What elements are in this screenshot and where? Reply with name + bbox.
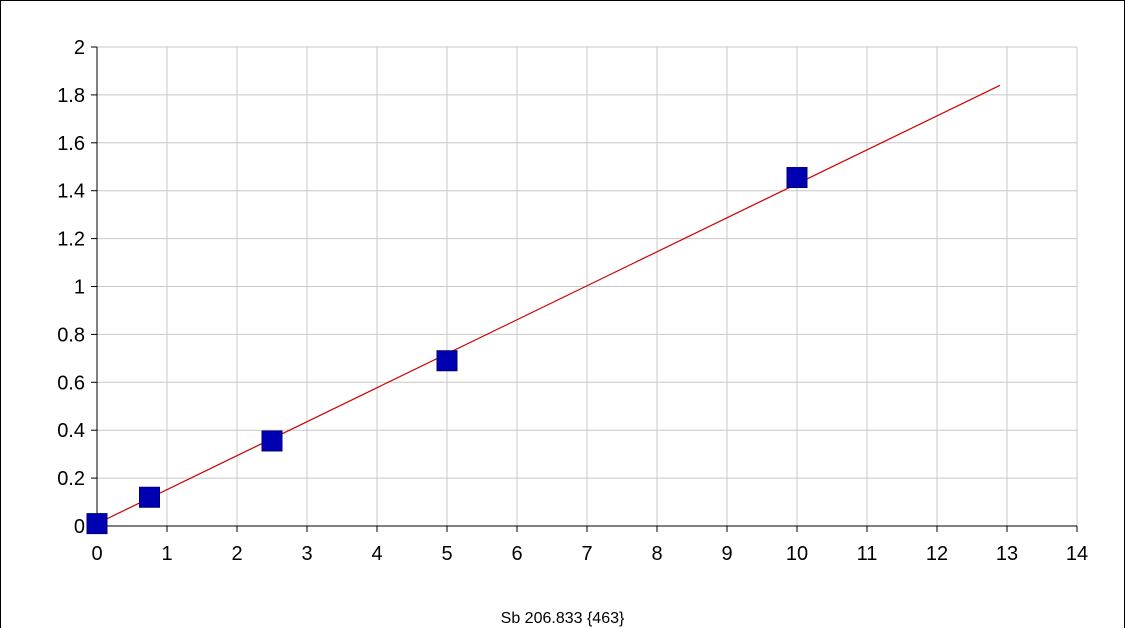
x-tick-label: 2 <box>231 543 242 565</box>
y-tick-label: 1.8 <box>57 85 85 107</box>
y-tick-label: 1.4 <box>57 181 85 203</box>
y-tick-label: 1.2 <box>57 229 85 251</box>
y-tick-label: 0 <box>74 516 85 538</box>
x-tick-label: 5 <box>441 543 452 565</box>
data-point-marker <box>261 430 283 452</box>
x-tick-labels: 0 1 2 3 4 5 6 7 8 9 10 11 12 13 14 <box>91 543 1088 565</box>
x-tick-label: 12 <box>926 543 948 565</box>
chart-title: Sb 206.833 {463} <box>500 610 625 627</box>
y-tick-labels: 0 0.2 0.4 0.6 0.8 1 1.2 1.4 1.6 1.8 2 <box>57 37 85 538</box>
x-tick-label: 14 <box>1066 543 1088 565</box>
x-tick-label: 7 <box>581 543 592 565</box>
data-point-marker <box>86 513 108 535</box>
x-tick-label: 10 <box>786 543 808 565</box>
regression-line <box>96 84 1001 525</box>
x-tick-label: 8 <box>651 543 662 565</box>
axes <box>91 46 1078 532</box>
data-point-marker <box>786 167 808 189</box>
x-tick-label: 4 <box>371 543 382 565</box>
data-point-marker <box>139 486 160 508</box>
y-tick-label: 0.2 <box>57 468 85 490</box>
y-tick-label: 0.6 <box>57 372 85 394</box>
x-tick-label: 0 <box>91 543 102 565</box>
data-point-marker <box>436 350 458 372</box>
x-tick-label: 3 <box>301 543 312 565</box>
x-tick-label: 9 <box>721 543 732 565</box>
regression-line-layer <box>96 84 1001 525</box>
y-tick-label: 2 <box>74 37 85 59</box>
x-tick-label: 13 <box>996 543 1018 565</box>
x-tick-label: 11 <box>857 543 878 565</box>
grid <box>97 46 1078 526</box>
y-tick-label: 0.4 <box>57 420 85 442</box>
x-tick-label: 6 <box>511 543 522 565</box>
data-points <box>86 167 808 535</box>
x-tick-label: 1 <box>161 543 172 565</box>
y-tick-label: 0.8 <box>57 324 85 346</box>
y-tick-label: 1 <box>74 277 85 299</box>
y-tick-label: 1.6 <box>57 133 85 155</box>
